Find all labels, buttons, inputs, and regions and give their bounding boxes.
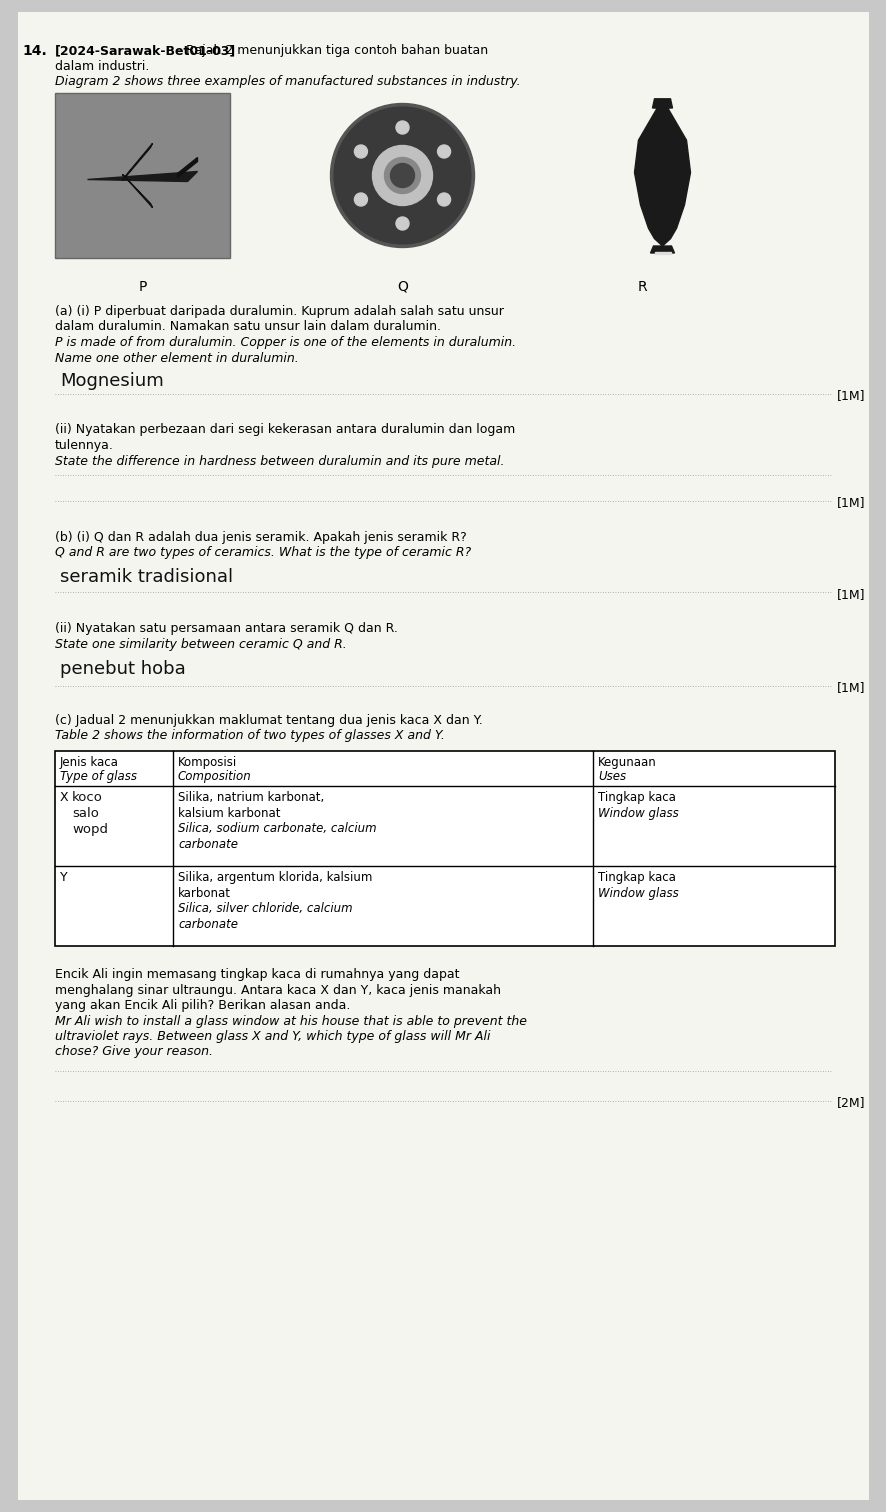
- Text: State one similarity between ceramic Q and R.: State one similarity between ceramic Q a…: [55, 638, 346, 650]
- Text: Mognesium: Mognesium: [60, 372, 164, 390]
- FancyBboxPatch shape: [18, 12, 868, 1500]
- Text: Tingkap kaca: Tingkap kaca: [597, 871, 675, 885]
- Bar: [55, 94, 229, 259]
- Circle shape: [395, 218, 408, 230]
- Polygon shape: [633, 98, 689, 246]
- Bar: [55, 751, 834, 947]
- Text: dalam duralumin. Namakan satu unsur lain dalam duralumin.: dalam duralumin. Namakan satu unsur lain…: [55, 321, 440, 334]
- Circle shape: [437, 194, 450, 206]
- Text: Composition: Composition: [178, 770, 252, 783]
- Circle shape: [354, 194, 367, 206]
- Polygon shape: [122, 174, 152, 207]
- Text: [1M]: [1M]: [836, 390, 865, 402]
- Circle shape: [437, 145, 450, 157]
- Polygon shape: [654, 251, 670, 254]
- Circle shape: [334, 107, 470, 243]
- Text: (ii) Nyatakan satu persamaan antara seramik Q dan R.: (ii) Nyatakan satu persamaan antara sera…: [55, 621, 398, 635]
- Text: (a) (i) P diperbuat daripada duralumin. Kuprum adalah salah satu unsur: (a) (i) P diperbuat daripada duralumin. …: [55, 305, 503, 318]
- Text: State the difference in hardness between duralumin and its pure metal.: State the difference in hardness between…: [55, 455, 504, 467]
- Text: Rajah 2 menunjukkan tiga contoh bahan buatan: Rajah 2 menunjukkan tiga contoh bahan bu…: [182, 44, 487, 57]
- Text: [1M]: [1M]: [836, 496, 865, 510]
- Text: Type of glass: Type of glass: [60, 770, 136, 783]
- Text: Silica, silver chloride, calcium: Silica, silver chloride, calcium: [178, 903, 353, 915]
- Text: Mr Ali wish to install a glass window at his house that is able to prevent the: Mr Ali wish to install a glass window at…: [55, 1015, 526, 1028]
- Text: R: R: [637, 280, 647, 293]
- Text: X: X: [60, 791, 68, 804]
- Text: salo: salo: [72, 807, 98, 820]
- Circle shape: [354, 145, 367, 157]
- Text: Encik Ali ingin memasang tingkap kaca di rumahnya yang dapat: Encik Ali ingin memasang tingkap kaca di…: [55, 968, 459, 981]
- Text: karbonat: karbonat: [178, 886, 230, 900]
- Polygon shape: [652, 98, 672, 107]
- Text: yang akan Encik Ali pilih? Berikan alasan anda.: yang akan Encik Ali pilih? Berikan alasa…: [55, 999, 350, 1012]
- Text: chose? Give your reason.: chose? Give your reason.: [55, 1045, 213, 1058]
- Text: P is made of from duralumin. Copper is one of the elements in duralumin.: P is made of from duralumin. Copper is o…: [55, 336, 516, 349]
- Text: penebut hoba: penebut hoba: [60, 659, 185, 677]
- Polygon shape: [177, 157, 198, 177]
- Circle shape: [372, 145, 432, 206]
- Text: Silika, argentum klorida, kalsium: Silika, argentum klorida, kalsium: [178, 871, 372, 885]
- Circle shape: [384, 157, 420, 194]
- Text: (c) Jadual 2 menunjukkan maklumat tentang dua jenis kaca X dan Y.: (c) Jadual 2 menunjukkan maklumat tentan…: [55, 714, 482, 726]
- Text: Q: Q: [397, 280, 408, 293]
- Text: Window glass: Window glass: [597, 806, 678, 820]
- Text: Tingkap kaca: Tingkap kaca: [597, 791, 675, 804]
- Circle shape: [395, 121, 408, 135]
- Polygon shape: [122, 144, 152, 180]
- Text: wopd: wopd: [72, 823, 108, 836]
- Text: seramik tradisional: seramik tradisional: [60, 569, 233, 587]
- Text: dalam industri.: dalam industri.: [55, 59, 149, 73]
- Text: Silica, sodium carbonate, calcium: Silica, sodium carbonate, calcium: [178, 823, 377, 835]
- Polygon shape: [88, 171, 198, 181]
- Text: (b) (i) Q dan R adalah dua jenis seramik. Apakah jenis seramik R?: (b) (i) Q dan R adalah dua jenis seramik…: [55, 531, 466, 543]
- Text: Y: Y: [60, 871, 67, 885]
- Text: Jenis kaca: Jenis kaca: [60, 756, 119, 770]
- Text: [1M]: [1M]: [836, 682, 865, 694]
- Text: 14.: 14.: [22, 44, 47, 57]
- Text: Komposisi: Komposisi: [178, 756, 237, 770]
- Text: ultraviolet rays. Between glass X and Y, which type of glass will Mr Ali: ultraviolet rays. Between glass X and Y,…: [55, 1030, 490, 1043]
- Circle shape: [390, 163, 414, 187]
- Text: Window glass: Window glass: [597, 886, 678, 900]
- Text: Kegunaan: Kegunaan: [597, 756, 656, 770]
- Text: [1M]: [1M]: [836, 588, 865, 600]
- Text: Q and R are two types of ceramics. What is the type of ceramic R?: Q and R are two types of ceramics. What …: [55, 546, 470, 559]
- Text: Silika, natrium karbonat,: Silika, natrium karbonat,: [178, 791, 324, 804]
- Text: Table 2 shows the information of two types of glasses X and Y.: Table 2 shows the information of two typ…: [55, 729, 445, 742]
- Text: Diagram 2 shows three examples of manufactured substances in industry.: Diagram 2 shows three examples of manufa…: [55, 76, 520, 88]
- Text: carbonate: carbonate: [178, 838, 237, 851]
- Text: menghalang sinar ultraungu. Antara kaca X dan Y, kaca jenis manakah: menghalang sinar ultraungu. Antara kaca …: [55, 983, 501, 996]
- Text: Name one other element in duralumin.: Name one other element in duralumin.: [55, 351, 299, 364]
- Text: Uses: Uses: [597, 770, 626, 783]
- Text: koco: koco: [72, 791, 103, 804]
- Text: tulennya.: tulennya.: [55, 438, 113, 452]
- Text: [2024-Sarawak-Bet01-03]: [2024-Sarawak-Bet01-03]: [55, 44, 236, 57]
- Text: carbonate: carbonate: [178, 918, 237, 930]
- Circle shape: [330, 103, 474, 248]
- Text: (ii) Nyatakan perbezaan dari segi kekerasan antara duralumin dan logam: (ii) Nyatakan perbezaan dari segi kekera…: [55, 423, 515, 437]
- Text: P: P: [138, 280, 146, 293]
- Text: [2M]: [2M]: [836, 1096, 865, 1110]
- Polygon shape: [649, 246, 673, 253]
- Text: kalsium karbonat: kalsium karbonat: [178, 806, 280, 820]
